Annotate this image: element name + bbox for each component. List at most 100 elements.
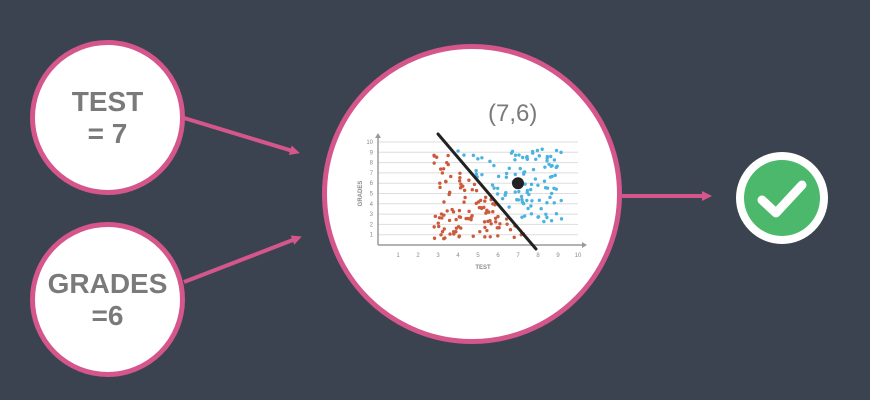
- scatter-point-blue: [548, 175, 553, 179]
- scatter-point-blue: [513, 153, 518, 157]
- x-tick-label: 5: [476, 253, 480, 259]
- x-tick-label: 10: [575, 253, 582, 259]
- scatter-point-blue: [492, 163, 496, 168]
- scatter-point-red: [445, 209, 449, 213]
- scatter-point-red: [484, 211, 488, 215]
- scatter-point-red: [436, 221, 440, 225]
- x-tick-label: 7: [516, 253, 520, 259]
- scatter-point-red: [457, 179, 462, 183]
- y-tick-label: 9: [370, 150, 374, 156]
- scatter-point-blue: [530, 199, 534, 203]
- scatter-point-blue: [529, 182, 534, 187]
- scatter-point-blue: [492, 186, 496, 190]
- scatter-point-red: [489, 222, 493, 226]
- scatter-point-red: [438, 185, 442, 190]
- scatter-point-red: [512, 235, 516, 240]
- scatter-point-red: [444, 179, 448, 184]
- grades-label: GRADES: [47, 267, 168, 299]
- scatter-point-blue: [480, 172, 484, 177]
- scatter-point-blue: [522, 214, 527, 218]
- scatter-point-blue: [539, 207, 543, 211]
- highlight-layer: [512, 177, 524, 190]
- scatter-point-blue: [540, 147, 544, 151]
- scatter-point-red: [498, 222, 502, 226]
- scatter-point-blue: [525, 198, 529, 203]
- scatter-point-red: [494, 220, 498, 224]
- scatter-point-red: [442, 200, 446, 204]
- x-tick-label: 2: [416, 253, 420, 259]
- scatter-point-blue: [545, 159, 549, 163]
- scatter-point-red: [462, 200, 466, 204]
- scatter-point-blue: [548, 195, 552, 200]
- arrow-test-to-model: [183, 116, 300, 156]
- scatter-point-red: [450, 207, 454, 212]
- y-axis-arrow: [375, 133, 381, 138]
- scatter-point-red: [442, 213, 446, 217]
- scatter-point-blue: [552, 201, 556, 205]
- scatter-point-red: [454, 230, 458, 234]
- scatter-point-blue: [534, 157, 538, 161]
- scatter-point-red: [447, 192, 451, 197]
- test-label: TEST: [71, 85, 144, 117]
- y-axis-label: GRADES: [358, 181, 364, 207]
- scatter-point-blue: [525, 154, 529, 159]
- y-tick-label: 1: [370, 233, 374, 239]
- scatter-point-red: [488, 235, 492, 239]
- scatter-point-red: [485, 208, 489, 213]
- scatter-point-red: [445, 160, 449, 165]
- scatter-point-blue: [547, 162, 551, 167]
- scatter-point-blue: [513, 158, 517, 162]
- boundary-line: [436, 132, 538, 251]
- scatter-point-blue: [553, 173, 557, 178]
- scatter-point-blue: [521, 201, 526, 206]
- scatter-point-red: [437, 216, 442, 220]
- scatter-point-blue: [474, 168, 478, 173]
- scatter-point-red: [496, 234, 500, 238]
- scatter-point-red: [476, 200, 481, 204]
- scatter-point-red: [491, 210, 495, 214]
- check-badge-inner: [744, 160, 820, 236]
- scatter-point-blue: [544, 212, 548, 216]
- highlight-point-label: (7,6): [488, 100, 538, 127]
- scatter-point-blue: [559, 150, 563, 155]
- scatter-point-red: [449, 174, 453, 179]
- scatter-point-red: [462, 188, 467, 193]
- scatter-point-red: [459, 226, 463, 230]
- scatter-point-red: [434, 155, 439, 159]
- scatter-point-red: [508, 228, 513, 232]
- scatter-point-blue: [496, 174, 501, 179]
- scatter-point-blue: [554, 148, 559, 153]
- scatter-point-blue: [500, 196, 505, 201]
- y-tick-label: 6: [370, 181, 374, 187]
- x-tick-label: 3: [436, 253, 440, 259]
- scatter-point-blue: [526, 206, 530, 211]
- scatter-point-blue: [543, 186, 548, 190]
- scatter-point-red: [488, 219, 492, 223]
- scatter-point-red: [483, 195, 488, 200]
- scatter-point-red: [504, 217, 509, 221]
- scatter-point-blue: [533, 177, 538, 181]
- scatter-point-blue: [559, 217, 564, 221]
- scatter-point-blue: [549, 164, 553, 168]
- scatter-point-blue: [520, 155, 525, 160]
- scatter-point-red: [439, 167, 443, 171]
- scatter-point-red: [432, 225, 436, 229]
- scatter-point-blue: [559, 198, 563, 203]
- scatter-point-blue: [519, 194, 524, 199]
- scatter-point-red: [483, 225, 487, 230]
- scatter-point-blue: [536, 215, 540, 219]
- scatter-point-red: [485, 228, 489, 233]
- scatter-point-blue: [504, 171, 509, 176]
- scatter-point-blue: [545, 201, 549, 205]
- scatter-point-red: [471, 234, 475, 238]
- scatter-point-blue: [456, 149, 460, 153]
- scatter-point-blue: [542, 179, 547, 183]
- scatter-point-red: [443, 236, 447, 240]
- scatter-point-red: [457, 235, 461, 239]
- scatter-point-red: [432, 161, 436, 165]
- x-tick-label: 8: [536, 253, 540, 259]
- scatter-point-blue: [525, 190, 529, 195]
- scatter-point-red: [457, 215, 462, 219]
- scatter-point-red: [470, 188, 474, 192]
